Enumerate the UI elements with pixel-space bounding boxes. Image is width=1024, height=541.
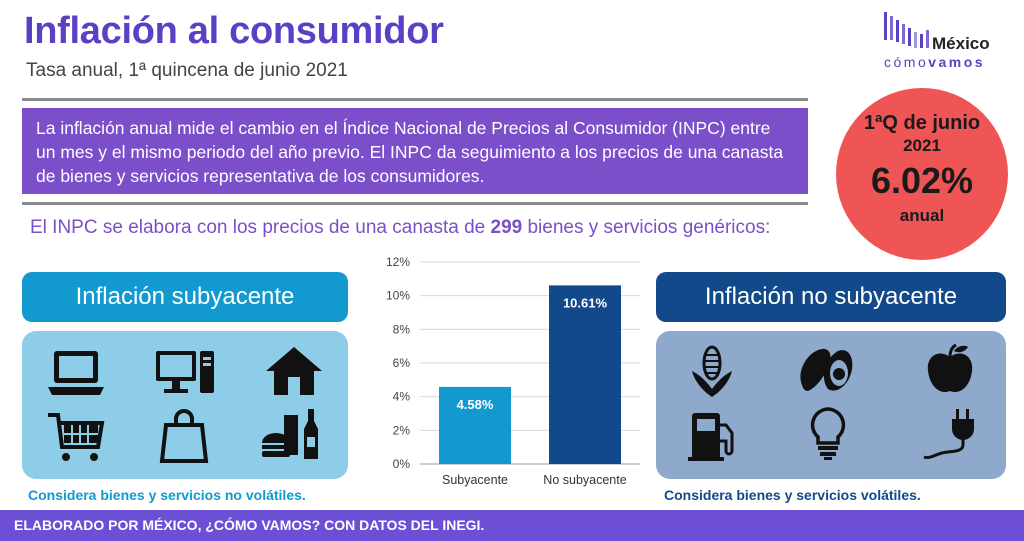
- basket-count: 299: [490, 217, 523, 238]
- core-inflation-note: Considera bienes y servicios no volátile…: [28, 487, 306, 503]
- avocado-icon: [794, 341, 858, 397]
- bar-subyacente: [439, 386, 511, 464]
- y-tick-label: 10%: [386, 289, 410, 303]
- x-category-label: No subyacente: [543, 473, 626, 487]
- page-subtitle: Tasa anual, 1ª quincena de junio 2021: [26, 60, 348, 81]
- page-title: Inflación al consumidor: [24, 10, 444, 52]
- light-bulb-icon: [796, 405, 860, 461]
- highlight-unit: anual: [899, 206, 945, 225]
- divider-top: [22, 98, 808, 101]
- y-tick-label: 4%: [393, 390, 411, 404]
- core-inflation-heading: Inflación subyacente: [22, 272, 348, 322]
- y-tick-label: 8%: [393, 322, 411, 336]
- description-box: La inflación anual mide el cambio en el …: [22, 108, 808, 194]
- noncore-inflation-heading: Inflación no subyacente: [656, 272, 1006, 322]
- food-drink-icon: [258, 405, 322, 461]
- logo-word-comovamos: cómovamos: [884, 54, 986, 70]
- core-inflation-panel: [22, 331, 348, 479]
- bar-no-subyacente: [549, 285, 621, 464]
- logo: México cómovamos: [880, 10, 1010, 72]
- apple-icon: [918, 341, 982, 397]
- noncore-inflation-note: Considera bienes y servicios volátiles.: [664, 487, 921, 503]
- chart-svg: 0% 2% 4% 6% 8% 10% 12% 4.58% Subyacente 10.61% No …: [386, 255, 640, 487]
- logo-word-mexico: México: [932, 34, 990, 53]
- noncore-inflation-panel: [656, 331, 1006, 479]
- bar-value-label: 10.61%: [563, 295, 608, 310]
- electric-plug-icon: [918, 405, 982, 461]
- y-tick-label: 2%: [393, 423, 411, 437]
- logo-bars-icon: [884, 12, 929, 48]
- laptop-icon: [44, 345, 108, 401]
- x-category-label: Subyacente: [442, 473, 508, 487]
- corn-icon: [680, 343, 744, 399]
- y-tick-label: 12%: [386, 255, 410, 269]
- y-tick-label: 0%: [393, 457, 411, 471]
- highlight-year: 2021: [903, 136, 941, 155]
- divider-bottom: [22, 202, 808, 205]
- desktop-computer-icon: [152, 345, 216, 401]
- basket-statement: El INPC se elabora con los precios de un…: [30, 217, 771, 238]
- highlight-value: 6.02%: [870, 160, 974, 201]
- footer-source: ELABORADO POR MÉXICO, ¿CÓMO VAMOS? CON D…: [0, 510, 1024, 541]
- shopping-bag-icon: [152, 407, 216, 463]
- house-icon: [262, 343, 326, 399]
- y-tick-label: 6%: [393, 356, 411, 370]
- bar-value-label: 4.58%: [457, 397, 494, 412]
- highlight-period: 1ªQ de junio: [863, 112, 981, 134]
- description-text: La inflación anual mide el cambio en el …: [36, 118, 784, 186]
- highlight-circle: 1ªQ de junio 2021 6.02% anual: [836, 88, 1008, 260]
- shopping-cart-icon: [44, 409, 108, 465]
- inflation-bar-chart: 0% 2% 4% 6% 8% 10% 12% 4.58% Subyacente 10.61% No …: [370, 248, 650, 498]
- fuel-pump-icon: [680, 407, 744, 463]
